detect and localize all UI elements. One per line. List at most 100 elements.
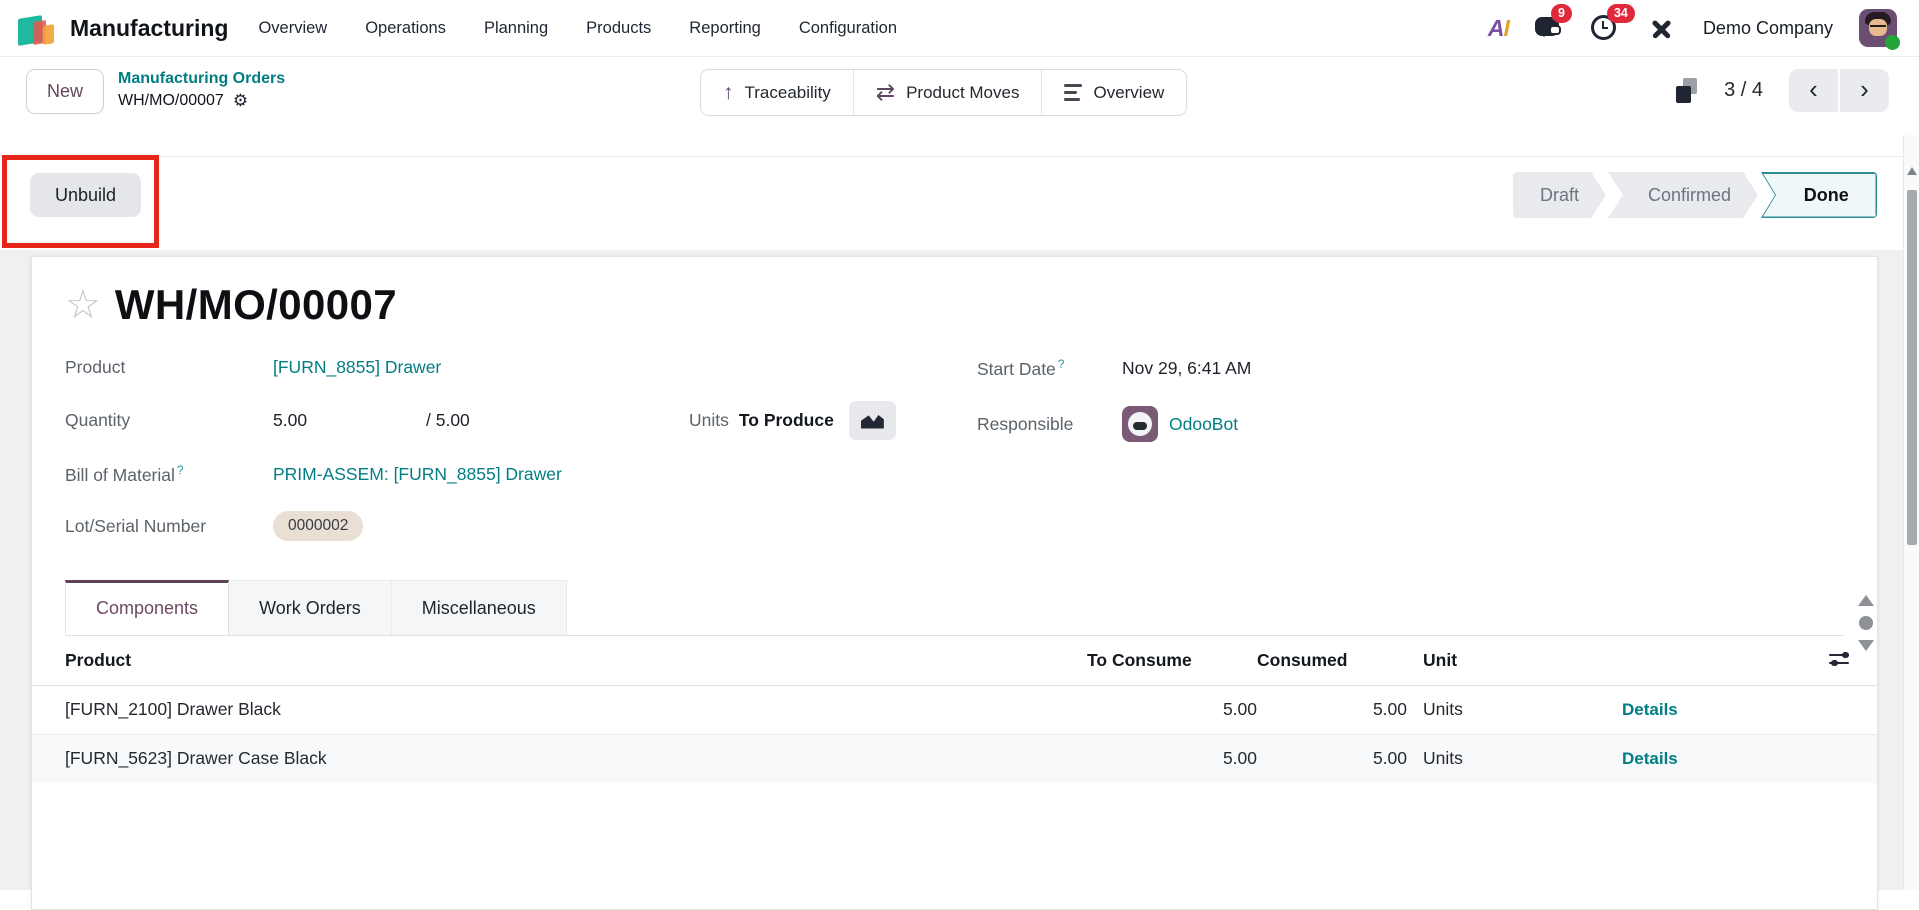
menu-overview[interactable]: Overview [258,18,328,37]
gear-icon[interactable]: ⚙ [232,91,249,110]
cell-to-consume[interactable]: 5.00 [1087,684,1257,734]
tab-miscellaneous[interactable]: Miscellaneous [391,580,567,635]
cell-unit: Units [1407,684,1527,734]
divider [0,156,1903,157]
messages-badge: 9 [1550,4,1572,23]
header-consumed[interactable]: Consumed [1257,636,1407,686]
cell-consumed: 5.00 [1257,684,1407,734]
statusbar: Draft Confirmed Done [1513,172,1877,218]
notebook-mini-pager [1858,595,1874,651]
clock-icon [1590,15,1616,40]
units-label: Units [689,410,729,430]
responsible-label: Responsible [977,413,1074,434]
table-row[interactable]: [FURN_5623] Drawer Case Black 5.00 5.00 … [32,733,1877,783]
overview-button[interactable]: Overview [1041,70,1187,115]
menu-configuration[interactable]: Configuration [798,18,897,37]
bookmark-icon[interactable] [1676,77,1698,104]
bom-label: Bill of Material? [65,462,184,485]
tab-work-orders[interactable]: Work Orders [229,580,392,635]
breadcrumb: Manufacturing Orders WH/MO/00007 ⚙ [118,69,285,111]
activities-icon[interactable]: 34 [1590,4,1635,43]
state-draft[interactable]: Draft [1513,172,1606,218]
header-product[interactable]: Product [32,636,1087,686]
responsible-link[interactable]: OdooBot [1169,413,1239,434]
odoobot-avatar [1122,406,1158,442]
lot-label: Lot/Serial Number [65,515,207,536]
table-header-row: Product To Consume Consumed Unit [32,636,1877,686]
debug-tools-icon[interactable] [1647,13,1677,43]
product-moves-button[interactable]: ⇄ Product Moves [852,70,1042,115]
field-bom: Bill of Material? PRIM-ASSEM: [FURN_8855… [65,456,977,492]
menu-operations[interactable]: Operations [365,18,446,37]
help-icon: ? [176,462,184,477]
chat-bubble-small-icon [1548,25,1561,35]
bom-link[interactable]: PRIM-ASSEM: [FURN_8855] Drawer [273,463,562,484]
company-name[interactable]: Demo Company [1702,17,1833,38]
help-icon: ? [1057,356,1065,371]
header-unit[interactable]: Unit [1407,636,1527,686]
ai-assistant-icon[interactable]: AI [1487,14,1510,41]
product-link[interactable]: [FURN_8855] Drawer [273,356,442,377]
cell-to-consume[interactable]: 5.00 [1087,733,1257,783]
field-responsible: Responsible OdooBot [977,406,1844,442]
details-link[interactable]: Details [1622,700,1678,719]
unbuild-button[interactable]: Unbuild [30,173,142,217]
user-avatar[interactable] [1859,9,1900,50]
scrollbar-up-arrow-icon[interactable] [1907,167,1917,175]
scrollbar-thumb[interactable] [1906,190,1917,545]
breadcrumb-parent-link[interactable]: Manufacturing Orders [118,70,286,87]
start-date-value[interactable]: Nov 29, 6:41 AM [1122,357,1252,378]
cell-consumed: 5.00 [1257,733,1407,783]
messages-icon[interactable]: 9 [1534,4,1572,43]
online-status-dot [1885,35,1900,50]
forecast-chart-button[interactable] [848,401,896,440]
new-button[interactable]: New [26,69,105,114]
header-to-consume[interactable]: To Consume [1087,636,1257,686]
scroll-dot-icon[interactable] [1859,616,1873,630]
manufacturing-app-icon[interactable] [16,9,58,47]
field-lot: Lot/Serial Number 0000002 [65,508,977,544]
area-chart-icon [860,415,884,429]
table-row[interactable]: [FURN_2100] Drawer Black 5.00 5.00 Units… [32,684,1877,734]
tab-components[interactable]: Components [65,580,230,635]
cell-product[interactable]: [FURN_5623] Drawer Case Black [32,733,1087,783]
lot-tag[interactable]: 0000002 [273,511,364,541]
scroll-down-icon[interactable] [1858,640,1874,651]
components-table: Product To Consume Consumed Unit [FURN_2… [32,636,1877,783]
lines-icon [1064,83,1083,102]
record-pager: 3 / 4 [1724,79,1763,101]
field-product: Product [FURN_8855] Drawer [65,349,977,385]
menu-planning[interactable]: Planning [483,18,549,37]
form-sheet: ☆ WH/MO/00007 Product [FURN_8855] Drawer… [31,256,1878,910]
arrow-up-icon: ↑ [723,81,734,104]
quantity-value[interactable]: 5.00 [273,410,308,430]
breadcrumb-current: WH/MO/00007 [118,92,224,109]
status-strip: Unbuild Draft Confirmed Done [0,135,1919,250]
start-date-label: Start Date? [977,356,1065,379]
activities-badge: 34 [1606,4,1635,23]
vertical-scrollbar[interactable] [1903,135,1919,890]
crossed-tools-icon [1649,17,1673,41]
cell-product[interactable]: [FURN_2100] Drawer Black [32,684,1087,734]
state-done[interactable]: Done [1761,172,1877,218]
scroll-up-icon[interactable] [1858,595,1874,606]
menu-reporting[interactable]: Reporting [689,18,761,37]
page-title: WH/MO/00007 [114,281,398,328]
menu-products[interactable]: Products [586,18,652,37]
content-area: ☆ WH/MO/00007 Product [FURN_8855] Drawer… [0,250,1903,910]
swap-arrows-icon: ⇄ [875,79,896,105]
details-link[interactable]: Details [1622,749,1678,769]
traceability-button[interactable]: ↑ Traceability [701,70,853,115]
next-record-button[interactable]: › [1840,69,1889,112]
app-title[interactable]: Manufacturing [70,14,229,41]
notebook-tabs: Components Work Orders Miscellaneous [65,580,1844,636]
field-start-date: Start Date? Nov 29, 6:41 AM [977,350,1844,386]
quantity-total: / 5.00 [426,410,470,430]
cell-unit: Units [1407,733,1527,783]
state-confirmed[interactable]: Confirmed [1608,172,1758,218]
previous-record-button[interactable]: ‹ [1789,69,1838,112]
to-produce-label[interactable]: To Produce [738,410,834,430]
field-quantity: Quantity 5.00 / 5.00 Units To Produce [65,401,977,440]
main-menu: Overview Operations Planning Products Re… [258,19,897,38]
favorite-star-icon[interactable]: ☆ [65,283,101,327]
